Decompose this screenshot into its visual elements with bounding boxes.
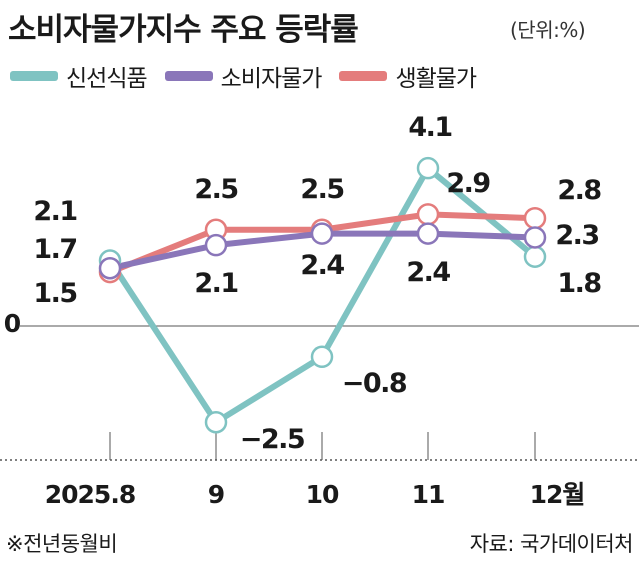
data-label-fresh_food: −2.5 <box>240 424 304 455</box>
data-point-living <box>416 203 440 226</box>
legend-item-fresh-food: 신선식품 <box>10 59 148 93</box>
data-label-living: 2.5 <box>194 174 237 205</box>
source-credit: 자료: 국가데이터처 <box>469 532 634 556</box>
data-point-fresh_food <box>523 245 547 268</box>
x-tick-label: 11 <box>412 480 445 509</box>
x-tick-label: 9 <box>208 480 224 509</box>
y-tick-zero: 0 <box>4 309 21 338</box>
legend-item-living: 생활물가 <box>339 59 477 93</box>
data-point-cpi <box>98 257 122 280</box>
unit-label: (단위:%) <box>510 18 586 42</box>
legend-label-cpi: 소비자물가 <box>220 66 323 92</box>
data-label-living: 2.9 <box>446 168 490 199</box>
data-label-fresh_food: 4.1 <box>408 112 451 143</box>
data-label-fresh_food: −0.8 <box>342 368 407 399</box>
data-label-fresh_food: 1.8 <box>557 268 601 299</box>
data-label-cpi: 2.1 <box>194 268 237 299</box>
data-label-living: 2.8 <box>557 175 601 206</box>
data-label-living: 2.1 <box>33 196 76 227</box>
legend: 신선식품 소비자물가 생활물가 <box>10 56 494 96</box>
chart-title: 소비자물가지수 주요 등락률 <box>8 12 359 48</box>
legend-label-living: 생활물가 <box>395 66 477 92</box>
data-point-cpi <box>523 226 547 249</box>
footnote: ※전년동월비 <box>6 532 118 556</box>
legend-swatch-living <box>339 71 388 81</box>
data-point-cpi <box>310 222 334 245</box>
data-label-cpi: 1.5 <box>33 278 76 309</box>
legend-swatch-fresh-food <box>10 71 58 81</box>
legend-item-cpi: 소비자물가 <box>164 59 323 93</box>
data-label-living: 2.5 <box>300 174 343 205</box>
data-point-cpi <box>416 222 440 245</box>
legend-label-fresh-food: 신선식품 <box>66 66 148 92</box>
data-label-cpi: 2.4 <box>406 257 450 288</box>
x-tick-label: 10 <box>306 480 339 509</box>
data-label-cpi: 2.4 <box>300 250 344 281</box>
data-point-living <box>523 206 547 230</box>
x-tick-label: 2025.8 <box>45 480 135 509</box>
series-line-fresh_food <box>107 165 538 426</box>
data-point-fresh_food <box>204 411 228 434</box>
data-point-fresh_food <box>416 156 440 180</box>
x-tick-label: 12월 <box>530 480 585 509</box>
data-label-fresh_food: 1.7 <box>33 234 76 265</box>
data-label-cpi: 2.3 <box>555 220 598 251</box>
legend-swatch-cpi <box>164 71 213 81</box>
data-point-fresh_food <box>310 345 334 369</box>
data-point-cpi <box>204 233 228 257</box>
